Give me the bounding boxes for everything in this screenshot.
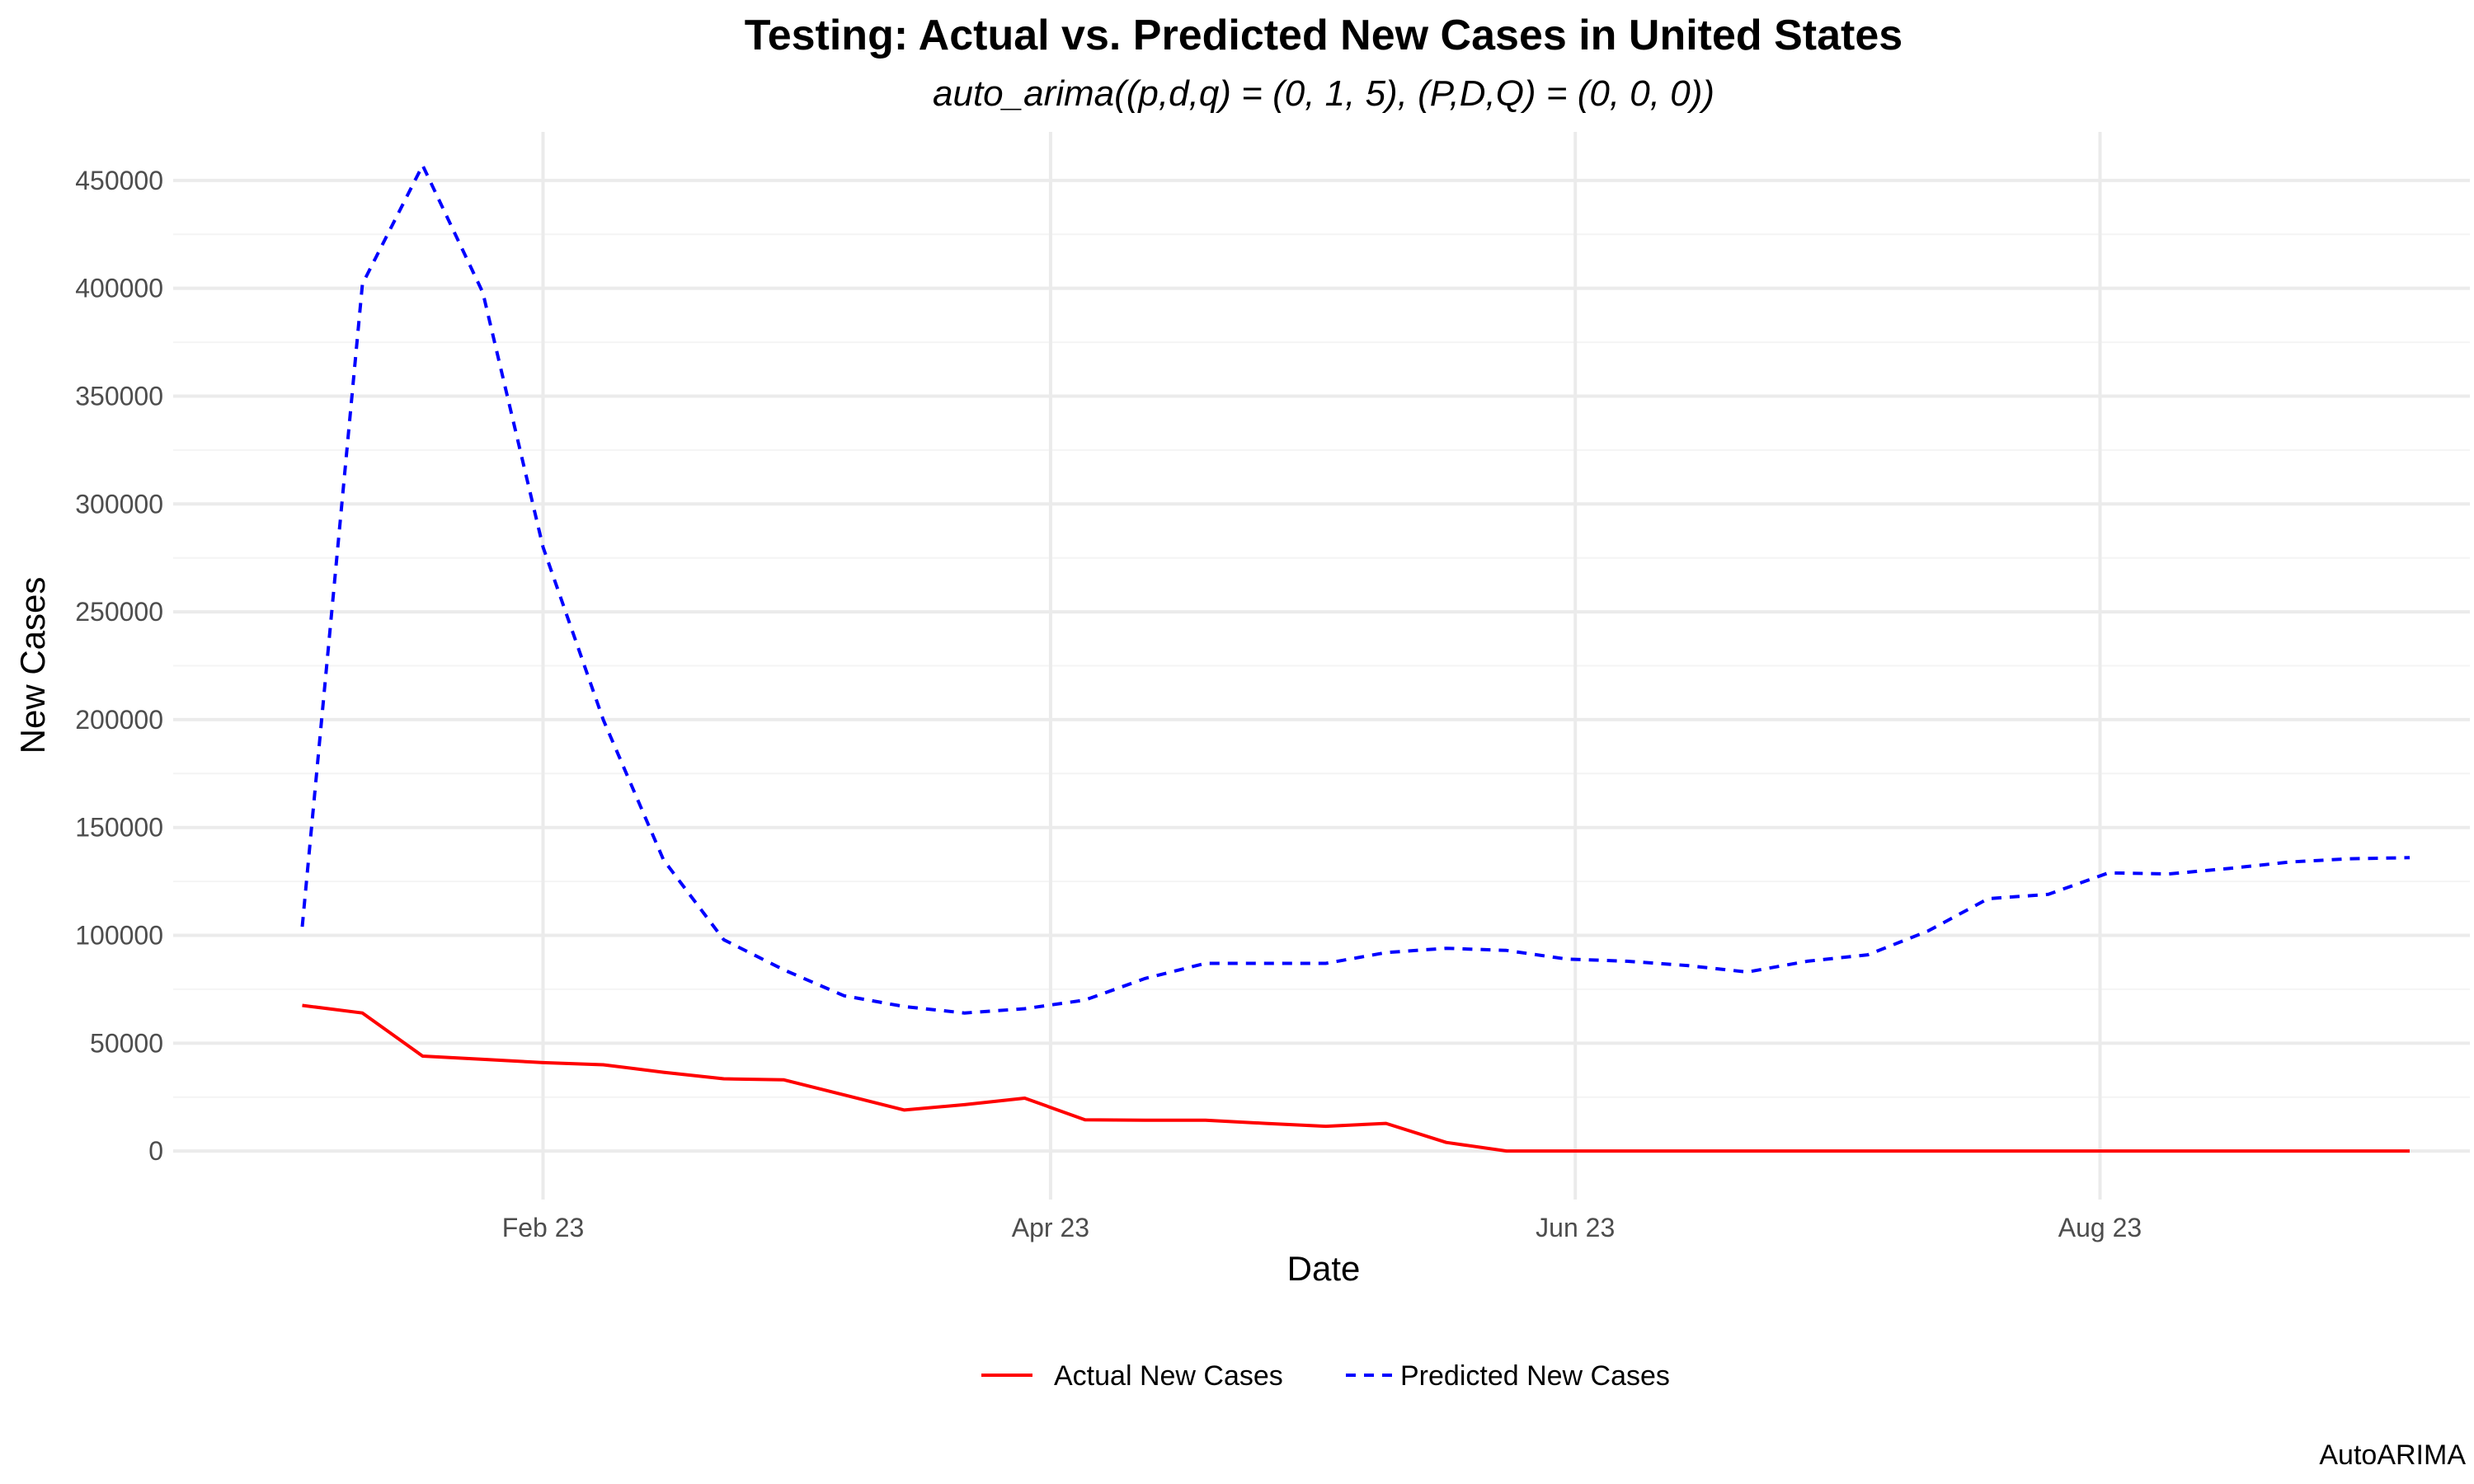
chart-title: Testing: Actual vs. Predicted New Cases … bbox=[745, 12, 1903, 59]
x-tick-label: Apr 23 bbox=[1012, 1213, 1089, 1242]
y-tick-label: 150000 bbox=[75, 813, 163, 843]
series-line-actual bbox=[302, 1003, 2410, 1153]
legend-label-actual: Actual New Cases bbox=[1054, 1360, 1283, 1392]
x-tick-label: Jun 23 bbox=[1536, 1213, 1615, 1242]
y-tick-label: 450000 bbox=[75, 166, 163, 195]
x-axis-title: Date bbox=[1287, 1249, 1361, 1288]
y-tick-label: 250000 bbox=[75, 597, 163, 627]
chart-caption: AutoARIMA bbox=[2319, 1439, 2466, 1471]
x-axis-ticks: Feb 23 Apr 23 Jun 23 Aug 23 bbox=[502, 1213, 2142, 1242]
y-tick-label: 0 bbox=[148, 1136, 163, 1166]
y-axis-ticks: 0 50000 100000 150000 200000 250000 300000 3500… bbox=[75, 166, 163, 1166]
y-tick-label: 200000 bbox=[75, 705, 163, 735]
y-tick-label: 350000 bbox=[75, 381, 163, 411]
grid bbox=[173, 132, 2470, 1200]
y-tick-label: 400000 bbox=[75, 274, 163, 303]
legend: Actual New Cases Predicted New Cases bbox=[981, 1360, 1670, 1392]
y-tick-label: 100000 bbox=[75, 921, 163, 951]
series-lines bbox=[300, 163, 2411, 1153]
x-tick-label: Feb 23 bbox=[502, 1213, 585, 1242]
y-axis-title: New Cases bbox=[13, 577, 52, 754]
x-tick-label: Aug 23 bbox=[2058, 1213, 2142, 1242]
chart-subtitle: auto_arima((p,d,q) = (0, 1, 5), (P,D,Q) … bbox=[933, 73, 1714, 114]
legend-label-predicted: Predicted New Cases bbox=[1400, 1360, 1670, 1392]
y-tick-label: 50000 bbox=[90, 1028, 163, 1058]
y-tick-label: 300000 bbox=[75, 489, 163, 519]
series-line-predicted bbox=[300, 163, 2411, 1015]
